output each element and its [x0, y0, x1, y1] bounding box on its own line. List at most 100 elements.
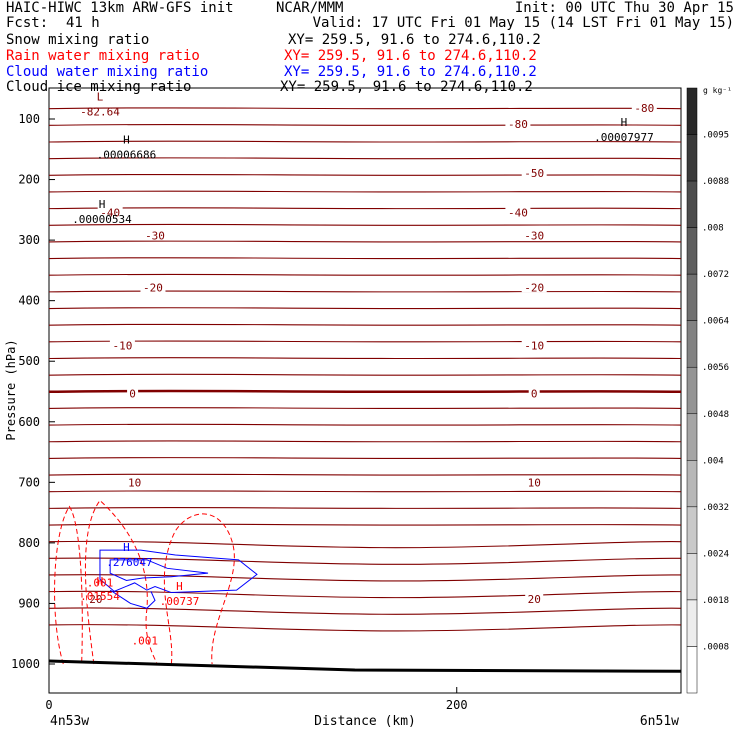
- colorbar-swatch-12: [686, 646, 698, 694]
- temp-min-marker-0: L: [97, 91, 104, 104]
- y-tick-label-3: 400: [18, 294, 40, 308]
- rain-contour-0: [54, 505, 83, 665]
- temperature-isoline-12: [48, 307, 682, 310]
- temp-contour-label-12: 0: [531, 387, 538, 400]
- rain-contour-label-0: .001: [87, 576, 114, 589]
- temperature-isoline-25: [48, 523, 682, 526]
- cloud-water-max-marker-0: H: [123, 541, 130, 554]
- temp-contour-label-4: -40: [508, 206, 528, 219]
- temp-min-value-0: -82.64: [80, 106, 120, 119]
- terrain-line: [48, 659, 682, 673]
- model-title: HAIC-HIWC 13km ARW-GFS init: [6, 0, 234, 16]
- colorbar-label-0: .0095: [702, 131, 729, 141]
- temperature-isoline-6: [48, 207, 682, 210]
- temp-label-bg-4: [505, 206, 531, 218]
- y-tick-label-1: 200: [18, 173, 40, 187]
- field-cloud-water-name: Cloud water mixing ratio: [6, 64, 209, 80]
- temp-label-bg-6: [521, 229, 547, 241]
- temp-label-bg-9: [109, 339, 135, 351]
- fcst-value: 41 h: [66, 15, 100, 31]
- temperature-isoline-15: [48, 357, 682, 360]
- rain-max-value-1: .00737: [160, 595, 200, 608]
- colorbar-label-7: .004: [702, 456, 724, 466]
- y-tick-label-5: 600: [18, 415, 40, 429]
- colorbar-swatch-5: [686, 320, 698, 368]
- field-snow-xy: XY= 259.5, 91.6 to 274.6,110.2: [288, 32, 541, 48]
- temp-label-bg-11: [127, 387, 139, 399]
- x-tick-label-1: 200: [446, 698, 468, 712]
- colorbar-swatch-10: [686, 553, 698, 601]
- temperature-isoline-13: [48, 323, 682, 326]
- colorbar-label-1: .0088: [702, 177, 729, 187]
- cloud-water-contour-0: [99, 549, 258, 594]
- temperature-isoline-0: [48, 107, 682, 110]
- y-axis-label: Pressure (hPa): [4, 339, 18, 440]
- temp-label-bg-1: [505, 117, 531, 129]
- colorbar-label-5: .0056: [702, 363, 729, 373]
- org-label: NCAR/MMM: [276, 0, 344, 16]
- temp-contour-label-13: 10: [128, 476, 141, 489]
- temp-contour-label-7: -20: [143, 281, 163, 294]
- temperature-isoline-23: [48, 490, 682, 493]
- temp-label-bg-15: [86, 593, 105, 605]
- snow-max-marker-1: H: [99, 198, 106, 211]
- valid-time: Valid: 17 UTC Fri 01 May 15 (14 LST Fri …: [312, 15, 734, 31]
- colorbar-label-8: .0032: [702, 503, 729, 513]
- snow-max-marker-0: H: [123, 134, 130, 147]
- temp-contour-label-1: -80: [508, 118, 528, 131]
- colorbar-swatch-2: [686, 180, 698, 228]
- field-rain-name: Rain water mixing ratio: [6, 48, 200, 64]
- field-rain-xy: XY= 259.5, 91.6 to 274.6,110.2: [284, 48, 537, 64]
- y-tick-label-6: 700: [18, 475, 40, 489]
- temperature-isoline-19: [48, 423, 682, 426]
- temperature-isoline-10: [48, 273, 682, 276]
- temperature-isoline-17: [48, 389, 682, 394]
- temperature-isoline-14: [48, 340, 682, 343]
- temp-label-bg-14: [525, 476, 544, 488]
- colorbar-swatch-8: [686, 460, 698, 508]
- colorbar-swatch-11: [686, 599, 698, 647]
- cloud-water-contour-2: [109, 589, 156, 609]
- colorbar-swatch-9: [686, 506, 698, 554]
- temp-contour-label-10: -10: [524, 339, 544, 352]
- colorbar-label-9: .0024: [702, 549, 729, 559]
- temp-contour-label-3: -40: [100, 206, 120, 219]
- rain-contour-label-1: .001: [132, 634, 159, 647]
- temp-label-bg-12: [528, 387, 540, 399]
- temp-contour-label-16: 20: [528, 593, 541, 606]
- temp-label-bg-8: [521, 281, 547, 293]
- temperature-isoline-3: [48, 157, 682, 160]
- start-location: 4n53w: [50, 714, 89, 729]
- rain-max-marker-0: H: [97, 575, 104, 588]
- temperature-isoline-7: [48, 223, 682, 226]
- temperature-isoline-20: [48, 440, 682, 443]
- init-time: Init: 00 UTC Thu 30 Apr 15: [514, 0, 734, 16]
- temperature-isoline-31: [48, 624, 682, 632]
- y-tick-label-9: 1000: [11, 657, 40, 671]
- temp-contour-label-2: -50: [524, 167, 544, 180]
- x-axis-label: Distance (km): [314, 714, 416, 729]
- end-location: 6n51w: [640, 714, 679, 729]
- temperature-isoline-2: [48, 140, 682, 143]
- temp-contour-label-9: -10: [112, 339, 132, 352]
- temp-label-bg-0: [631, 102, 657, 114]
- y-tick-label-8: 900: [18, 596, 40, 610]
- temp-label-bg-3: [97, 206, 123, 218]
- colorbar-label-11: .0008: [702, 642, 729, 652]
- temp-label-bg-7: [140, 281, 166, 293]
- temp-contour-label-5: -30: [145, 229, 165, 242]
- colorbar-swatch-0: [686, 87, 698, 135]
- y-tick-label-7: 800: [18, 536, 40, 550]
- colorbar-label-2: .008: [702, 224, 724, 234]
- temperature-isoline-21: [48, 456, 682, 459]
- temperature-isoline-5: [48, 190, 682, 193]
- colorbar: .0095 .0088 .008 .0072 .0064 .0056 .0048 .004 .0…: [686, 87, 729, 694]
- temp-contour-label-14: 10: [528, 476, 541, 489]
- colorbar-label-3: .0072: [702, 270, 729, 280]
- colorbar-label-6: .0048: [702, 410, 729, 420]
- temperature-isoline-24: [48, 506, 682, 509]
- rain-max-marker-1: H: [176, 580, 183, 593]
- temperature-isoline-1: [48, 123, 682, 126]
- x-tick-label-0: 0: [45, 698, 52, 712]
- rain-max-value-0: .01554: [80, 590, 120, 603]
